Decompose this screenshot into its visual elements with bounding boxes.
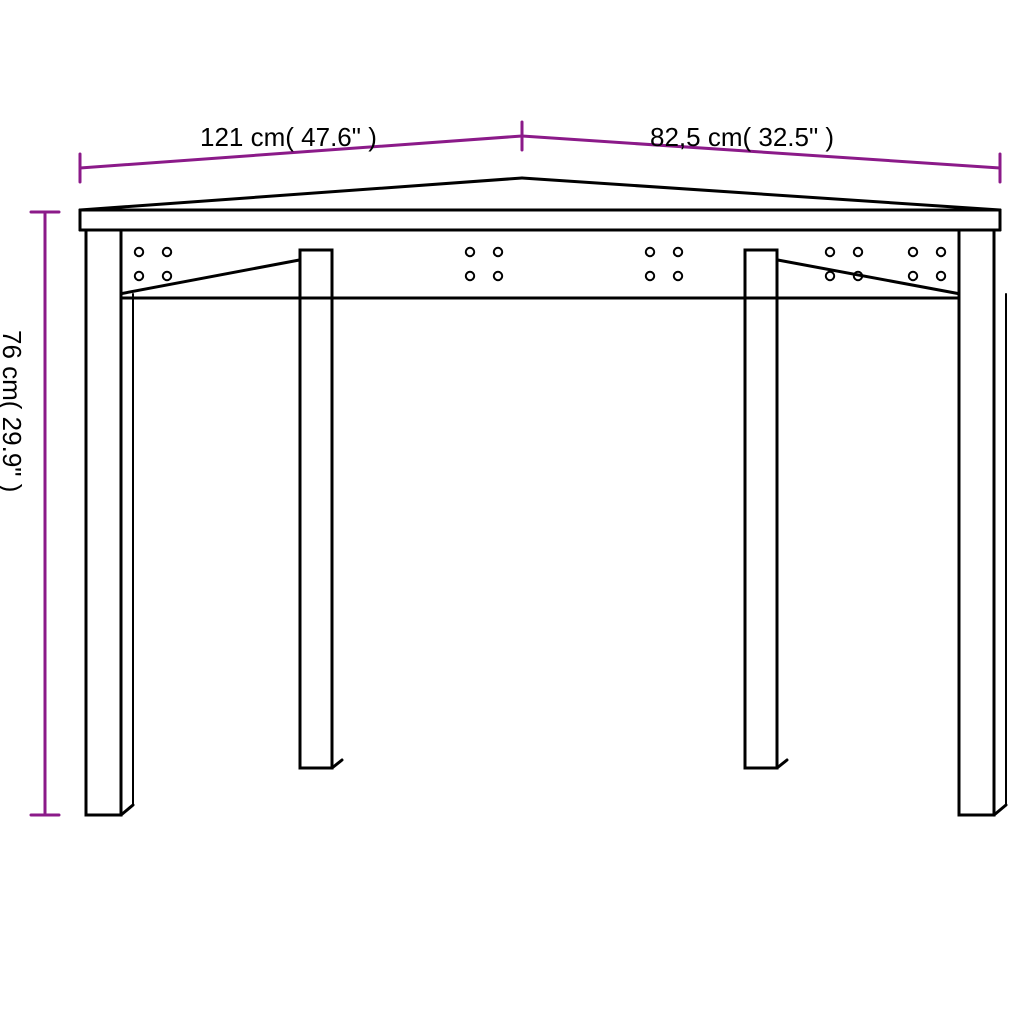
dimension-height-label: 76 cm( 29.9" ) <box>0 330 27 492</box>
dimension-depth-label: 82,5 cm( 32.5" ) <box>650 122 834 153</box>
dimension-width-label: 121 cm( 47.6" ) <box>200 122 377 153</box>
table-dimension-diagram <box>0 0 1024 1024</box>
